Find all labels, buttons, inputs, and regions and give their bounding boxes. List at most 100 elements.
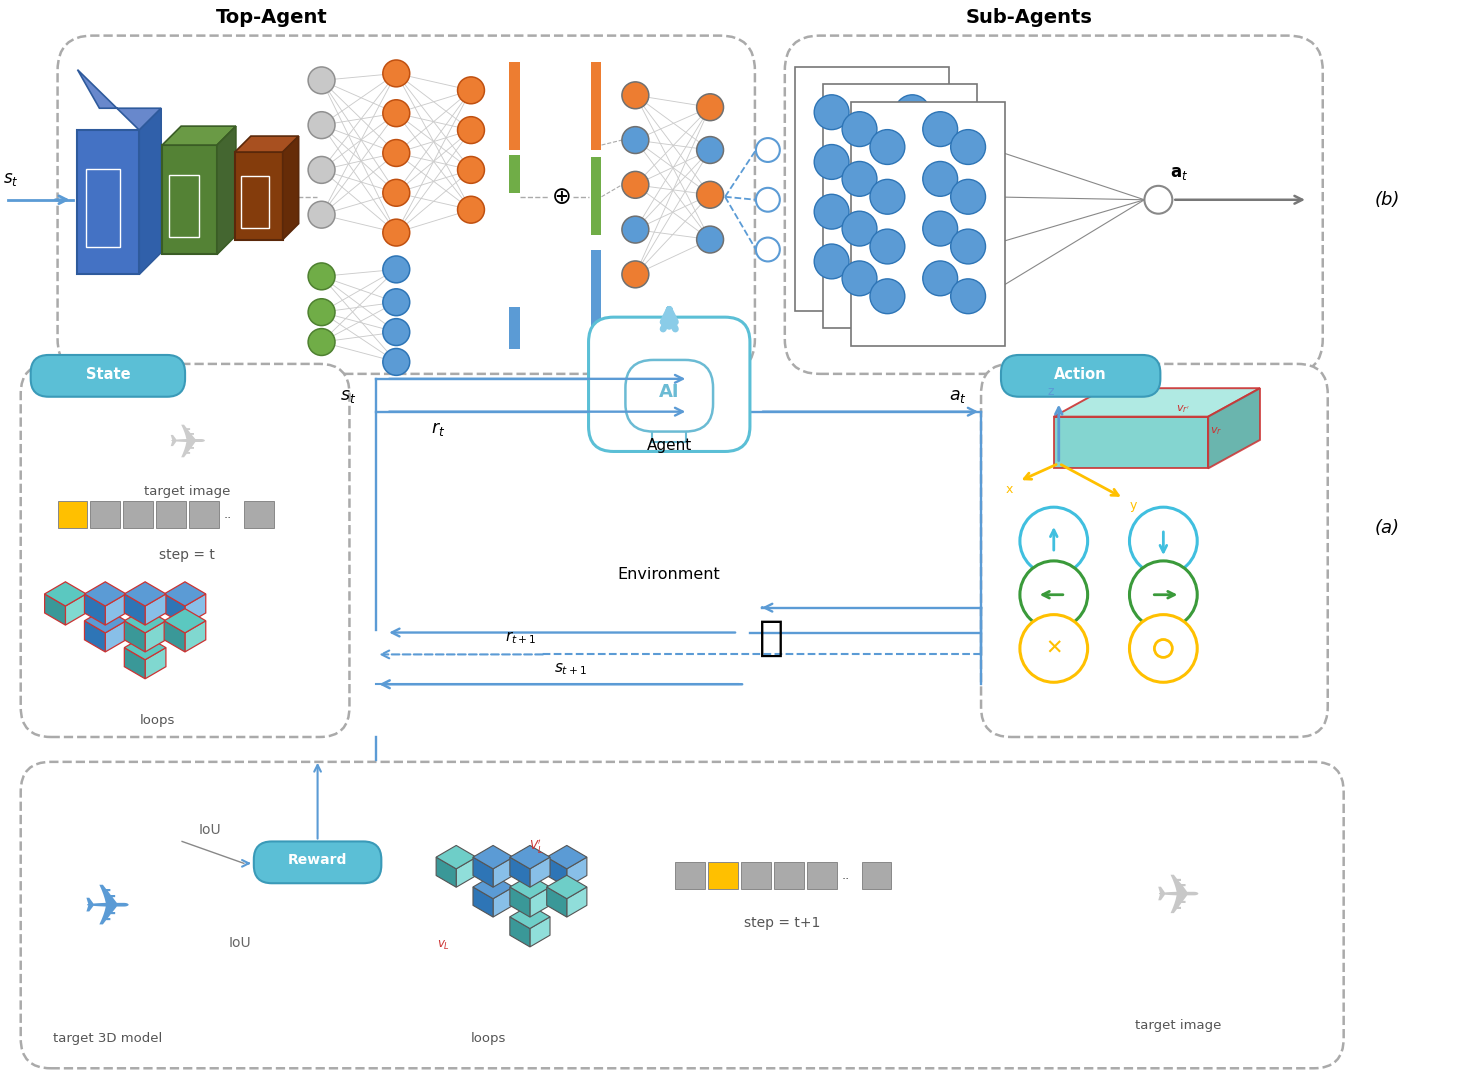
Polygon shape — [509, 887, 530, 917]
FancyBboxPatch shape — [20, 761, 1344, 1068]
Text: ✕: ✕ — [1045, 639, 1063, 658]
Bar — [123, 501, 154, 529]
Polygon shape — [546, 887, 567, 917]
Bar — [590, 157, 602, 235]
Bar — [590, 249, 602, 339]
Polygon shape — [145, 621, 165, 652]
Circle shape — [622, 217, 649, 243]
FancyBboxPatch shape — [785, 36, 1323, 374]
Text: Action: Action — [1054, 367, 1107, 382]
Polygon shape — [145, 648, 165, 679]
Polygon shape — [509, 875, 550, 899]
Text: ✈: ✈ — [1155, 872, 1202, 926]
Circle shape — [307, 112, 335, 139]
Circle shape — [922, 112, 957, 146]
Text: IoU: IoU — [199, 822, 221, 836]
Circle shape — [1155, 639, 1173, 657]
Polygon shape — [124, 582, 165, 606]
Bar — [590, 63, 602, 151]
Circle shape — [382, 219, 410, 246]
Circle shape — [697, 181, 723, 208]
Circle shape — [307, 67, 335, 94]
FancyBboxPatch shape — [981, 364, 1328, 738]
Text: target 3D model: target 3D model — [53, 1032, 163, 1045]
Polygon shape — [124, 593, 145, 625]
Polygon shape — [473, 857, 493, 887]
Circle shape — [922, 211, 957, 246]
Text: (b): (b) — [1375, 191, 1400, 209]
Circle shape — [382, 256, 410, 283]
Circle shape — [895, 194, 930, 230]
Circle shape — [307, 328, 335, 355]
Polygon shape — [105, 593, 126, 625]
Bar — [244, 501, 274, 529]
Bar — [509, 308, 520, 349]
Circle shape — [814, 194, 849, 230]
Circle shape — [382, 289, 410, 315]
Polygon shape — [283, 136, 299, 239]
Circle shape — [814, 244, 849, 278]
Circle shape — [622, 127, 649, 154]
Text: Sub-Agents: Sub-Agents — [965, 9, 1092, 27]
Polygon shape — [78, 69, 161, 130]
Polygon shape — [164, 582, 206, 606]
Text: (a): (a) — [1375, 519, 1400, 537]
Circle shape — [307, 201, 335, 229]
Circle shape — [1020, 561, 1088, 628]
Circle shape — [755, 138, 780, 162]
Text: $s_t$: $s_t$ — [3, 170, 19, 187]
Circle shape — [870, 230, 905, 264]
Circle shape — [382, 100, 410, 127]
Circle shape — [895, 95, 930, 130]
Circle shape — [697, 94, 723, 120]
Polygon shape — [124, 636, 165, 660]
Polygon shape — [1054, 417, 1208, 468]
Circle shape — [842, 161, 877, 196]
Text: step = t: step = t — [160, 548, 215, 562]
Polygon shape — [546, 846, 587, 869]
Polygon shape — [493, 857, 514, 887]
Text: $\oplus$: $\oplus$ — [550, 185, 571, 209]
Circle shape — [842, 112, 877, 146]
Circle shape — [922, 161, 957, 196]
Text: $v_{r'}$: $v_{r'}$ — [1177, 403, 1190, 415]
Bar — [774, 862, 804, 889]
Polygon shape — [44, 593, 66, 625]
Text: z: z — [1048, 386, 1054, 399]
Bar — [57, 501, 88, 529]
Text: Environment: Environment — [618, 567, 720, 583]
Text: target image: target image — [143, 485, 230, 498]
Bar — [851, 102, 1004, 345]
Polygon shape — [509, 905, 550, 928]
Polygon shape — [546, 875, 587, 899]
Text: step = t+1: step = t+1 — [744, 916, 820, 930]
Polygon shape — [509, 846, 550, 869]
Bar — [86, 169, 120, 247]
Circle shape — [697, 226, 723, 253]
Polygon shape — [530, 857, 550, 887]
Bar — [234, 152, 283, 239]
Polygon shape — [85, 582, 126, 606]
Text: Agent: Agent — [647, 438, 692, 453]
Polygon shape — [493, 887, 514, 917]
Polygon shape — [1208, 388, 1261, 468]
Text: $v_L$: $v_L$ — [436, 939, 449, 952]
Text: IoU: IoU — [228, 936, 252, 950]
Text: $s_{t+1}$: $s_{t+1}$ — [555, 662, 587, 677]
Circle shape — [1145, 186, 1173, 213]
Bar — [741, 862, 772, 889]
Circle shape — [1020, 507, 1088, 575]
Polygon shape — [436, 846, 476, 869]
Polygon shape — [85, 593, 105, 625]
Bar — [163, 145, 217, 255]
Circle shape — [1130, 615, 1198, 682]
Circle shape — [842, 261, 877, 296]
Circle shape — [842, 211, 877, 246]
Circle shape — [458, 196, 485, 223]
Polygon shape — [234, 136, 299, 152]
Polygon shape — [124, 648, 145, 679]
Circle shape — [814, 144, 849, 180]
Circle shape — [307, 156, 335, 183]
Text: x: x — [1006, 483, 1013, 496]
Text: $r_t$: $r_t$ — [430, 419, 445, 438]
